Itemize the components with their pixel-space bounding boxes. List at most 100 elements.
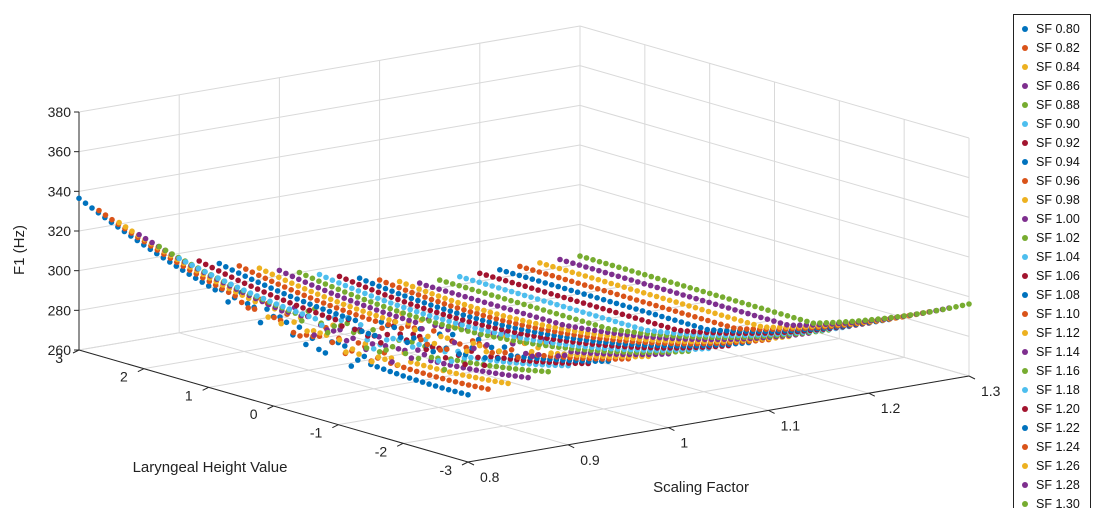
data-point [596,267,602,274]
data-point [525,374,531,381]
data-point [633,297,640,303]
data-point [652,320,658,327]
data-point [244,300,251,307]
y-tick-label: 1 [680,435,688,451]
data-point [625,322,632,329]
data-point [76,195,82,202]
data-point [553,320,559,326]
data-point [515,281,522,288]
data-point [487,309,494,316]
data-point [752,303,758,310]
data-point [587,293,594,299]
data-point [484,342,490,348]
data-point [102,212,109,218]
data-point [387,305,394,312]
z-tick-label: 360 [48,144,72,160]
data-point [449,331,456,338]
data-point [416,341,422,348]
data-point [502,277,509,284]
data-point [622,275,628,282]
data-point [452,325,458,331]
data-point [373,312,379,319]
data-point [784,322,790,328]
data-point [454,310,460,316]
data-point [415,297,421,304]
data-point [236,263,243,269]
data-point [454,305,461,311]
data-point [532,325,538,331]
data-point [560,312,566,319]
data-point [458,326,465,333]
data-point [737,326,744,332]
data-point [406,317,412,324]
data-point [267,292,274,298]
data-point [82,200,89,206]
data-point [429,291,435,297]
data-point [672,308,679,315]
grid-line [78,25,581,113]
data-point [322,287,328,294]
data-point [692,304,699,311]
data-point [541,298,547,304]
x-tick [267,405,274,410]
data-point [461,307,467,313]
data-point [247,290,254,296]
data-point [474,305,481,312]
data-point [339,313,346,319]
x-tick-label: -3 [440,462,453,478]
data-point [505,380,511,387]
y-tick [668,427,675,432]
data-point [686,303,692,309]
data-point [419,316,426,322]
data-point [347,297,354,304]
data-point [402,350,409,357]
data-point [626,313,632,320]
legend-item: SF 1.12 [1014,323,1090,342]
data-point [725,305,732,311]
data-point [777,324,783,331]
x-tick-label: -1 [310,425,323,441]
data-point [466,373,473,380]
data-point [381,297,388,304]
data-point [499,322,506,328]
data-point [608,280,614,287]
data-point [359,314,366,320]
data-point [408,295,415,302]
data-point [592,322,599,328]
legend-marker-icon [1022,500,1028,507]
data-point [280,297,287,304]
data-point [372,318,379,325]
data-point [313,303,320,310]
data-point [322,350,329,356]
data-point [486,369,493,376]
legend-item: SF 1.22 [1014,418,1090,437]
y-tick [868,392,876,397]
data-point [888,314,894,321]
data-point [468,354,474,361]
data-point [731,325,737,331]
data-point [504,336,510,343]
legend-label: SF 1.12 [1036,325,1080,340]
data-point [347,303,353,310]
data-point [414,361,421,367]
data-point [380,366,387,373]
data-point [209,264,215,271]
data-point [540,307,547,313]
data-point [376,277,383,283]
data-point [488,301,494,307]
data-point [521,301,527,308]
y-tick-label: 0.9 [580,452,600,468]
data-point [619,311,626,318]
data-point [693,286,700,293]
data-point [511,329,518,336]
data-point [901,313,907,319]
data-point [591,327,598,334]
legend-marker-icon [1022,44,1028,51]
legend-marker-icon [1022,63,1028,70]
data-point [601,287,607,294]
data-point [705,317,711,324]
legend-label: SF 0.90 [1036,116,1080,131]
data-point [378,319,385,325]
data-point [452,388,458,395]
data-point [293,308,299,315]
